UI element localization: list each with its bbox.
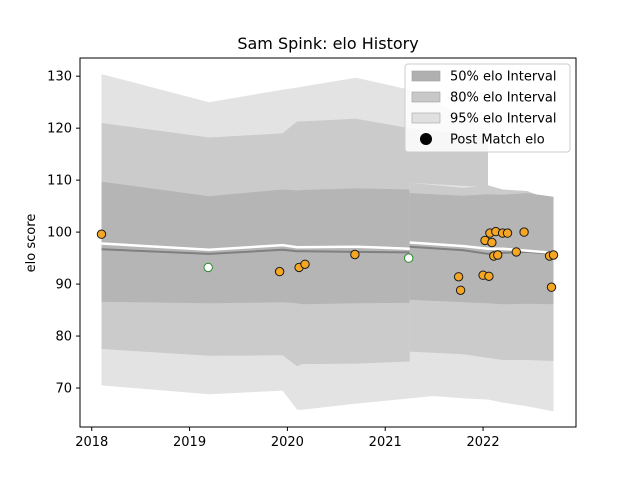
x-tick-label: 2022 [467,435,500,450]
data-point-5 [350,249,360,260]
legend: 50% elo Interval 80% elo Interval 95% elo … [404,63,571,153]
data-point-1 [203,262,213,273]
plot-frame [79,57,577,428]
legend-label: Post Match elo [450,133,545,148]
post-match-line-main [101,242,410,252]
y-tick-label: 100 [47,226,72,241]
y-tick-label: 70 [55,382,72,397]
axes: 2018 2019 2020 2021 2022 70 80 90 100 110 120 130 [47,57,577,450]
legend-swatch [411,70,441,82]
data-point-4 [300,259,310,269]
main-band-50 [101,181,488,305]
data-point-8 [455,285,466,295]
data-point-16 [493,250,503,260]
legend-label: 50% elo Interval [450,70,557,85]
y-tick-label: 90 [55,278,72,293]
data-point-22 [546,282,557,292]
data-point-18 [502,228,513,238]
x-tick-label: 2020 [271,435,304,450]
chart-title: Sam Spink: elo History [237,34,418,53]
x-tick-label: 2021 [369,435,402,450]
data-point-11 [484,271,494,281]
data-point-20 [519,227,529,237]
data-point-13 [487,237,497,248]
x-tick-label: 2019 [173,435,206,450]
data-point-7 [453,272,464,282]
plot-area [96,74,559,412]
data-point-0 [96,229,107,239]
y-tick-label: 130 [47,70,72,85]
y-tick-label: 80 [55,330,72,345]
legend-label: 95% elo Interval [450,112,557,127]
data-point-23 [548,250,559,260]
data-point-6 [404,253,414,263]
y-tick-label: 110 [47,174,72,189]
y-tick-label: 120 [47,122,72,137]
legend-swatch [411,112,441,124]
legend-box [404,63,571,153]
data-point-19 [511,247,521,257]
main-mean-line [101,248,489,257]
legend-label: 80% elo Interval [450,91,557,106]
data-point-2 [274,266,285,277]
y-axis-label: elo score [24,214,39,273]
legend-marker [420,133,432,145]
legend-swatch [411,91,441,103]
x-tick-label: 2018 [75,435,108,450]
